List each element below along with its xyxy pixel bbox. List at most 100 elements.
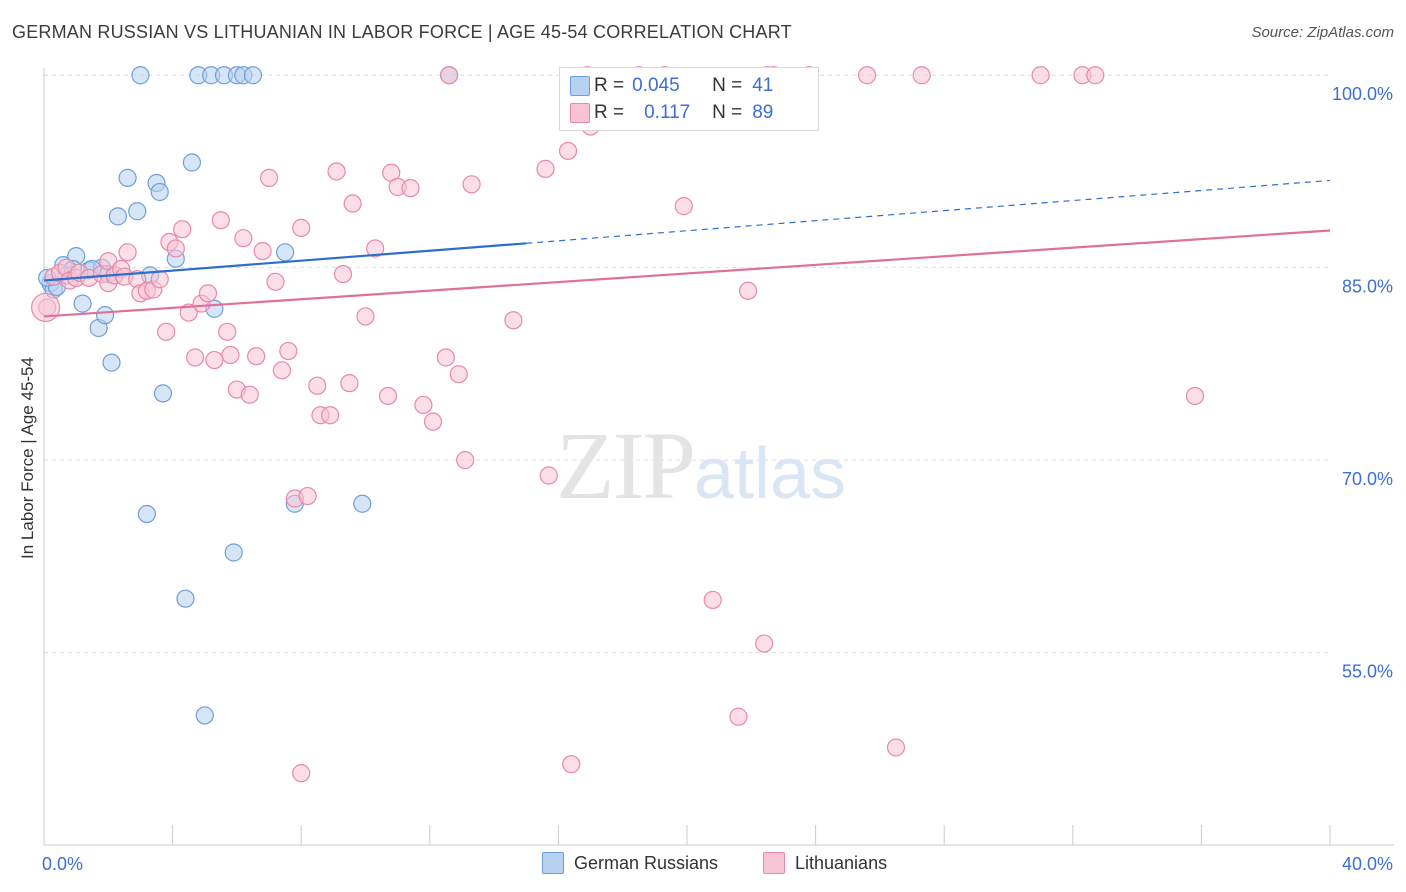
data-point (102, 353, 121, 372)
data-point (401, 179, 420, 198)
data-point (456, 451, 475, 470)
legend-row-german-russians: R = 0.045 N = 41 (570, 74, 774, 98)
watermark-zip: ZIP (556, 412, 696, 519)
blue-swatch-icon (542, 852, 564, 874)
data-point (131, 66, 150, 85)
data-point (205, 350, 224, 370)
y-tick-label: 100.0% (1332, 84, 1393, 104)
data-point (157, 322, 176, 341)
zipatlas-watermark: ZIPatlas (556, 410, 846, 521)
bottom-legend-label: German Russians (574, 852, 719, 873)
data-point (186, 348, 205, 367)
data-point (179, 303, 198, 322)
data-point (150, 270, 169, 289)
data-point (414, 395, 433, 415)
data-point (173, 220, 192, 239)
data-point (366, 239, 385, 258)
data-point (128, 202, 147, 221)
data-point (353, 494, 372, 513)
x-tick-label: 0.0% (42, 854, 83, 874)
legend-n-value: 89 (752, 102, 774, 123)
data-point (674, 197, 693, 216)
trendline-german-russians (43, 242, 527, 282)
data-point (327, 162, 346, 181)
data-point (118, 243, 137, 262)
y-axis-label: In Labor Force | Age 45-54 (18, 357, 37, 559)
data-point (272, 361, 292, 380)
watermark-atlas: atlas (694, 434, 847, 514)
bottom-legend-german-russians: German Russians (542, 852, 718, 874)
legend-r-value: 0.045 (632, 75, 680, 96)
data-point (729, 707, 748, 726)
data-point (259, 168, 279, 187)
stats-legend: R = 0.045 N = 41 R = 0.117 N = 89 (559, 67, 819, 131)
legend-r-label: R = (594, 75, 625, 96)
data-point (243, 66, 263, 85)
data-point (1086, 66, 1105, 85)
data-point (153, 384, 173, 403)
data-point (221, 345, 240, 365)
data-point (1185, 386, 1205, 406)
y-tick-label: 85.0% (1342, 277, 1393, 297)
data-point (253, 241, 272, 261)
data-point (166, 239, 185, 258)
data-point (182, 153, 201, 172)
trendline-lithuanians (43, 229, 1331, 318)
data-point (137, 504, 156, 524)
data-point (292, 764, 311, 783)
data-point (738, 281, 758, 300)
data-point (343, 194, 362, 213)
x-tick-label: 40.0% (1342, 854, 1393, 874)
pink-swatch-icon (570, 103, 590, 123)
data-point (462, 175, 481, 194)
data-point (562, 755, 581, 774)
data-point (224, 543, 243, 562)
trendline-german-russians-extension (526, 179, 1331, 244)
data-point-cluster (31, 292, 61, 323)
y-tick-label: 70.0% (1342, 469, 1393, 489)
legend-n-value: 41 (752, 75, 774, 96)
data-point (292, 218, 311, 238)
data-point (234, 229, 253, 248)
data-point (423, 412, 443, 431)
data-point (912, 66, 931, 85)
data-point (240, 385, 259, 404)
data-point (504, 311, 523, 330)
blue-swatch-icon (570, 76, 590, 96)
data-point (95, 306, 115, 325)
data-point (755, 634, 774, 653)
legend-r-label: R = (594, 102, 625, 123)
data-point (266, 272, 285, 291)
data-point (247, 347, 266, 366)
data-point (279, 341, 298, 361)
y-tick-label: 55.0% (1342, 662, 1393, 682)
legend-r-value: 0.117 (644, 102, 691, 123)
data-point (356, 307, 375, 326)
data-point (378, 386, 398, 406)
data-point (333, 264, 353, 284)
data-point (176, 589, 195, 608)
data-point (108, 207, 128, 226)
legend-row-lithuanians: R = 0.117 N = 89 (570, 101, 774, 125)
data-point (539, 466, 558, 485)
data-point (321, 406, 340, 425)
data-point (198, 284, 218, 303)
data-point (276, 243, 295, 262)
data-point (536, 159, 555, 178)
data-point (449, 365, 468, 384)
data-point (150, 182, 169, 202)
data-point (73, 294, 92, 313)
pink-swatch-icon (763, 852, 785, 874)
data-point (195, 706, 214, 725)
data-point (340, 374, 359, 393)
bottom-legend-label: Lithuanians (795, 852, 888, 873)
data-point (439, 66, 459, 85)
data-point (857, 66, 877, 85)
data-point (703, 590, 722, 610)
data-point (211, 211, 230, 230)
data-point (218, 322, 237, 341)
chart-source: Source: ZipAtlas.com (1251, 24, 1394, 41)
legend-n-label: N = (712, 102, 743, 123)
chart-title: GERMAN RUSSIAN VS LITHUANIAN IN LABOR FO… (12, 22, 792, 42)
